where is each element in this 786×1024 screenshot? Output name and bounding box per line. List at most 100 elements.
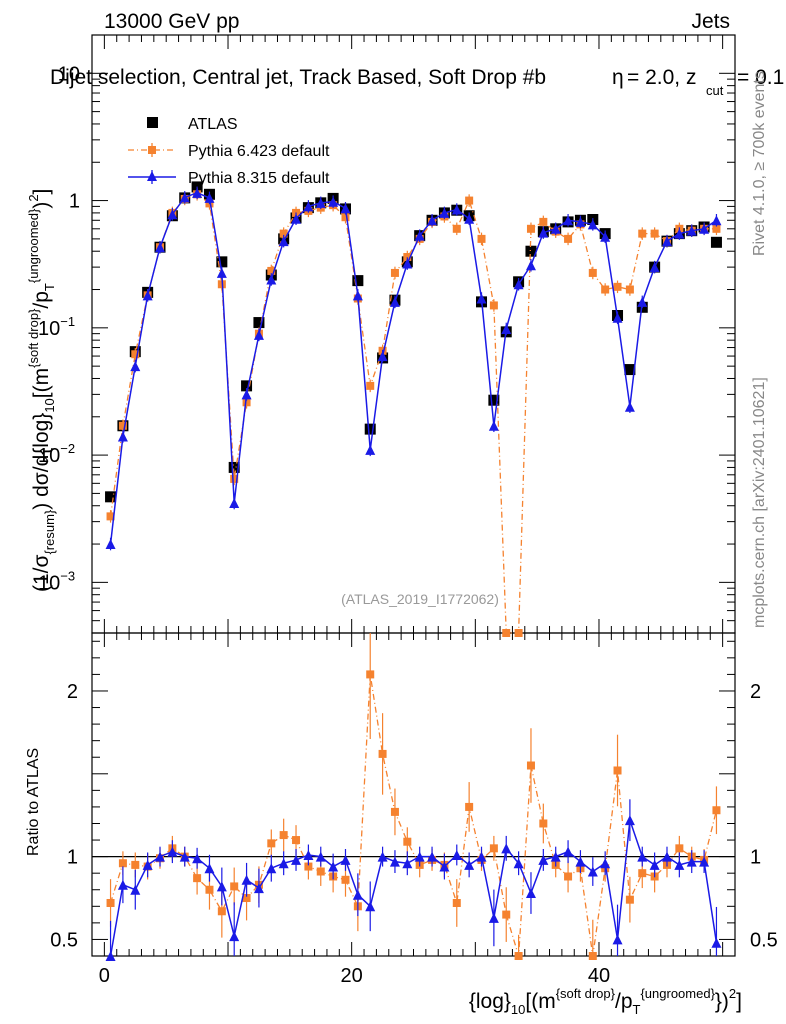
pythia6-point [588, 268, 597, 277]
pythia8-point [488, 420, 499, 431]
ratio-pythia8-point [501, 843, 512, 854]
pythia6-point [564, 234, 573, 243]
chart-title-eta: η [612, 66, 624, 89]
pythia8-point [587, 219, 598, 230]
pythia8-point [377, 351, 388, 362]
ratio-pythia6-point [131, 860, 140, 869]
legend-marker-atlas [147, 117, 158, 128]
series-line-2 [109, 192, 717, 545]
pythia8-point [315, 197, 326, 208]
ratio-pythia8-point [216, 881, 227, 892]
pythia8-point [291, 213, 302, 224]
ratio-pythia6-point [292, 836, 301, 845]
ratio-pythia8-point [204, 863, 215, 874]
pythia8-point [699, 223, 710, 234]
pythia8-point [439, 207, 450, 218]
ratio-pythia8-point [155, 851, 166, 862]
pythia6-point [650, 229, 659, 238]
pythia8-point [711, 215, 722, 226]
ratio-pythia6-point [403, 837, 412, 846]
ratio-pythia8-point [414, 851, 425, 862]
pythia8-point [525, 260, 536, 271]
ratio-pythia6-point [193, 874, 202, 883]
ratio-pythia8-point [229, 931, 240, 942]
pythia6-point [601, 285, 610, 294]
ratio-pythia8-point [439, 861, 450, 872]
ratio-pythia8-point [105, 951, 116, 961]
atlas-point [253, 317, 265, 329]
ratio-panel-frame [91, 632, 736, 957]
pythia6-point [131, 350, 140, 359]
pythia8-point [563, 215, 574, 226]
pythia8-point [303, 201, 314, 212]
pythia8-point [451, 204, 462, 215]
ratio-pythia8-point [303, 849, 314, 860]
pythia6-point [403, 253, 412, 262]
ratio-pythia6-point [106, 898, 115, 907]
pythia8-point [550, 223, 561, 234]
pythia6-point [613, 282, 622, 291]
ratio-pythia6-point [378, 749, 387, 758]
pythia8-point [167, 209, 178, 220]
ratio-pythia8-point [167, 846, 178, 857]
ratio-pythia8-point [365, 901, 376, 912]
ratio-pythia8-point [192, 853, 203, 864]
pythia6-point [625, 285, 634, 294]
atlas-point [228, 461, 240, 473]
ratio-pythia6-point [588, 952, 597, 960]
ratio-pythia8-point [266, 863, 277, 874]
pythia8-point [513, 279, 524, 290]
pythia8-point [538, 227, 549, 238]
pythia6-point [514, 629, 523, 637]
ratio-pythia8-point [525, 888, 536, 899]
ratio-pythia8-point [291, 854, 302, 865]
chart-title-beta: = 2.0, z [627, 66, 696, 89]
legend-label-pythia6: Pythia 6.423 default [188, 143, 330, 160]
atlas-point [352, 275, 364, 287]
y-tick-label: 10−2 [38, 441, 75, 467]
ratio-pythia8-point [624, 815, 635, 826]
ratio-pythia8-point [278, 858, 289, 869]
ratio-line-1 [109, 819, 718, 957]
series-line-1 [109, 193, 717, 634]
pythia8-point [402, 258, 413, 269]
pythia8-point [155, 242, 166, 253]
pythia8-point [661, 236, 672, 247]
ratio-pythia6-point [712, 806, 721, 815]
legend: ATLAS Pythia 6.423 default Pythia 8.315 … [128, 116, 330, 187]
main-plot-area [105, 181, 722, 637]
pythia6-point [712, 224, 721, 233]
pythia6-point [242, 398, 251, 407]
ratio-pythia8-point [600, 858, 611, 869]
pythia6-point [638, 229, 647, 238]
x-tick-label: 20 [341, 965, 363, 987]
atlas-point [105, 491, 117, 503]
ratio-pythia8-point [661, 851, 672, 862]
pythia6-point [452, 224, 461, 233]
pythia6-point [230, 474, 239, 483]
ratio-pythia8-point [130, 884, 141, 895]
chart-title-zsub: cut [706, 83, 724, 98]
ratio-pythia8-point [340, 854, 351, 865]
ratio-pythia6-point [304, 862, 313, 871]
ratio-pythia6-point [675, 844, 684, 853]
ratio-tick-label-right: 2 [750, 681, 761, 703]
ratio-pythia6-point [539, 819, 548, 828]
pythia8-point [686, 225, 697, 236]
pythia8-point [612, 312, 623, 323]
axes-layer: 0 20 40 10−3 10−2 10−1 1 10 0.5 0.5 1 1 2 2 [38, 34, 778, 987]
ratio-pythia8-point [142, 859, 153, 870]
pythia8-point [637, 296, 648, 307]
legend-marker-pythia8 [147, 171, 157, 181]
ratio-pythia6-point [279, 831, 288, 840]
ratio-line-0 [109, 674, 718, 957]
ratio-pythia8-point [476, 851, 487, 862]
ratio-pythia6-point [452, 898, 461, 907]
pythia6-point [465, 196, 474, 205]
category-label: Jets [691, 10, 730, 33]
pythia8-point [278, 236, 289, 247]
pythia8-point [192, 187, 203, 198]
ratio-pythia6-point [625, 895, 634, 904]
ratio-pythia8-point [377, 851, 388, 862]
